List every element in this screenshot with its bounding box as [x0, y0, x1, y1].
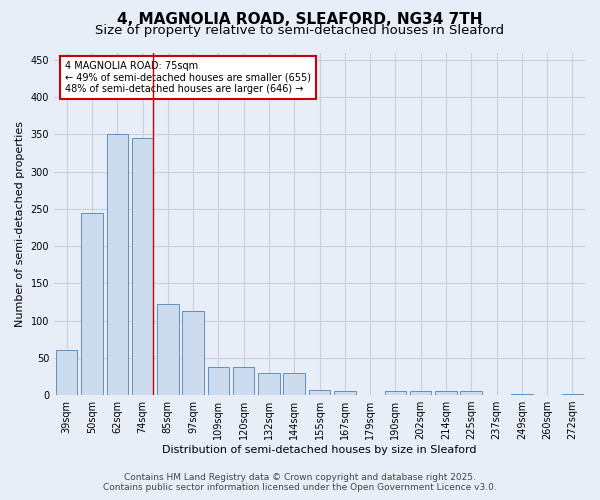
Bar: [56, 350, 77, 395]
Bar: [435, 390, 457, 395]
Bar: [182, 311, 204, 395]
Text: Contains HM Land Registry data © Crown copyright and database right 2025.
Contai: Contains HM Land Registry data © Crown c…: [103, 473, 497, 492]
X-axis label: Distribution of semi-detached houses by size in Sleaford: Distribution of semi-detached houses by …: [162, 445, 477, 455]
Bar: [258, 372, 280, 395]
Bar: [334, 390, 356, 395]
Bar: [132, 138, 153, 395]
Bar: [81, 212, 103, 395]
Text: 4 MAGNOLIA ROAD: 75sqm
← 49% of semi-detached houses are smaller (655)
48% of se: 4 MAGNOLIA ROAD: 75sqm ← 49% of semi-det…: [65, 61, 311, 94]
Bar: [107, 134, 128, 395]
Bar: [460, 392, 482, 395]
Bar: [208, 367, 229, 395]
Bar: [283, 372, 305, 395]
Text: 4, MAGNOLIA ROAD, SLEAFORD, NG34 7TH: 4, MAGNOLIA ROAD, SLEAFORD, NG34 7TH: [117, 12, 483, 28]
Text: Size of property relative to semi-detached houses in Sleaford: Size of property relative to semi-detach…: [95, 24, 505, 37]
Bar: [562, 394, 583, 395]
Bar: [385, 390, 406, 395]
Bar: [511, 394, 533, 395]
Bar: [233, 367, 254, 395]
Bar: [410, 392, 431, 395]
Y-axis label: Number of semi-detached properties: Number of semi-detached properties: [15, 121, 25, 327]
Bar: [157, 304, 179, 395]
Bar: [309, 390, 330, 395]
